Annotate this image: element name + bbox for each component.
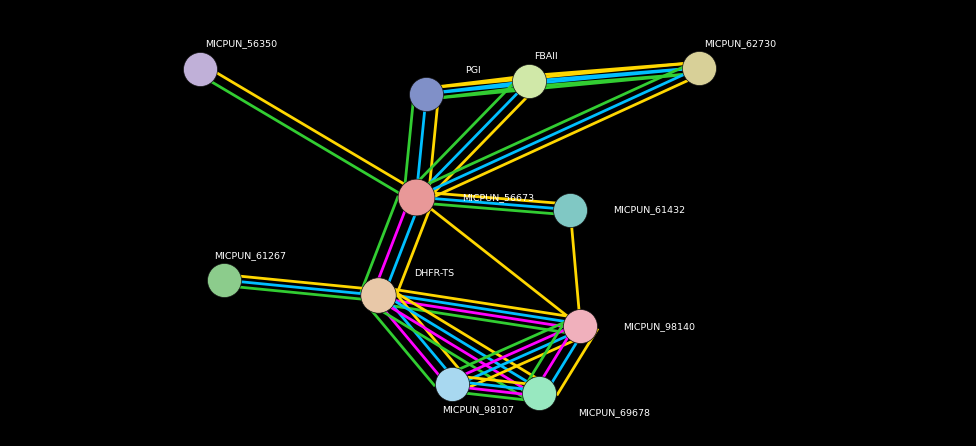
Text: MICPUN_56350: MICPUN_56350 (206, 39, 277, 48)
Point (419, 90, 434, 97)
Point (370, 292, 386, 299)
Text: MICPUN_62730: MICPUN_62730 (704, 39, 776, 48)
Point (562, 206, 578, 213)
Point (444, 380, 460, 387)
Point (532, 390, 548, 397)
Text: MICPUN_69678: MICPUN_69678 (579, 408, 650, 417)
Text: MICPUN_61267: MICPUN_61267 (214, 251, 286, 260)
Point (192, 66, 208, 73)
Text: MICPUN_56673: MICPUN_56673 (463, 193, 535, 202)
Point (408, 194, 424, 201)
Text: FBAII: FBAII (534, 52, 558, 61)
Text: PGI: PGI (466, 66, 481, 75)
Text: MICPUN_98140: MICPUN_98140 (624, 322, 696, 331)
Point (216, 277, 231, 284)
Text: DHFR-TS: DHFR-TS (414, 269, 454, 278)
Text: MICPUN_61432: MICPUN_61432 (613, 205, 685, 214)
Point (521, 78, 537, 85)
Text: MICPUN_98107: MICPUN_98107 (442, 405, 513, 414)
Point (573, 323, 589, 330)
Point (691, 64, 707, 71)
